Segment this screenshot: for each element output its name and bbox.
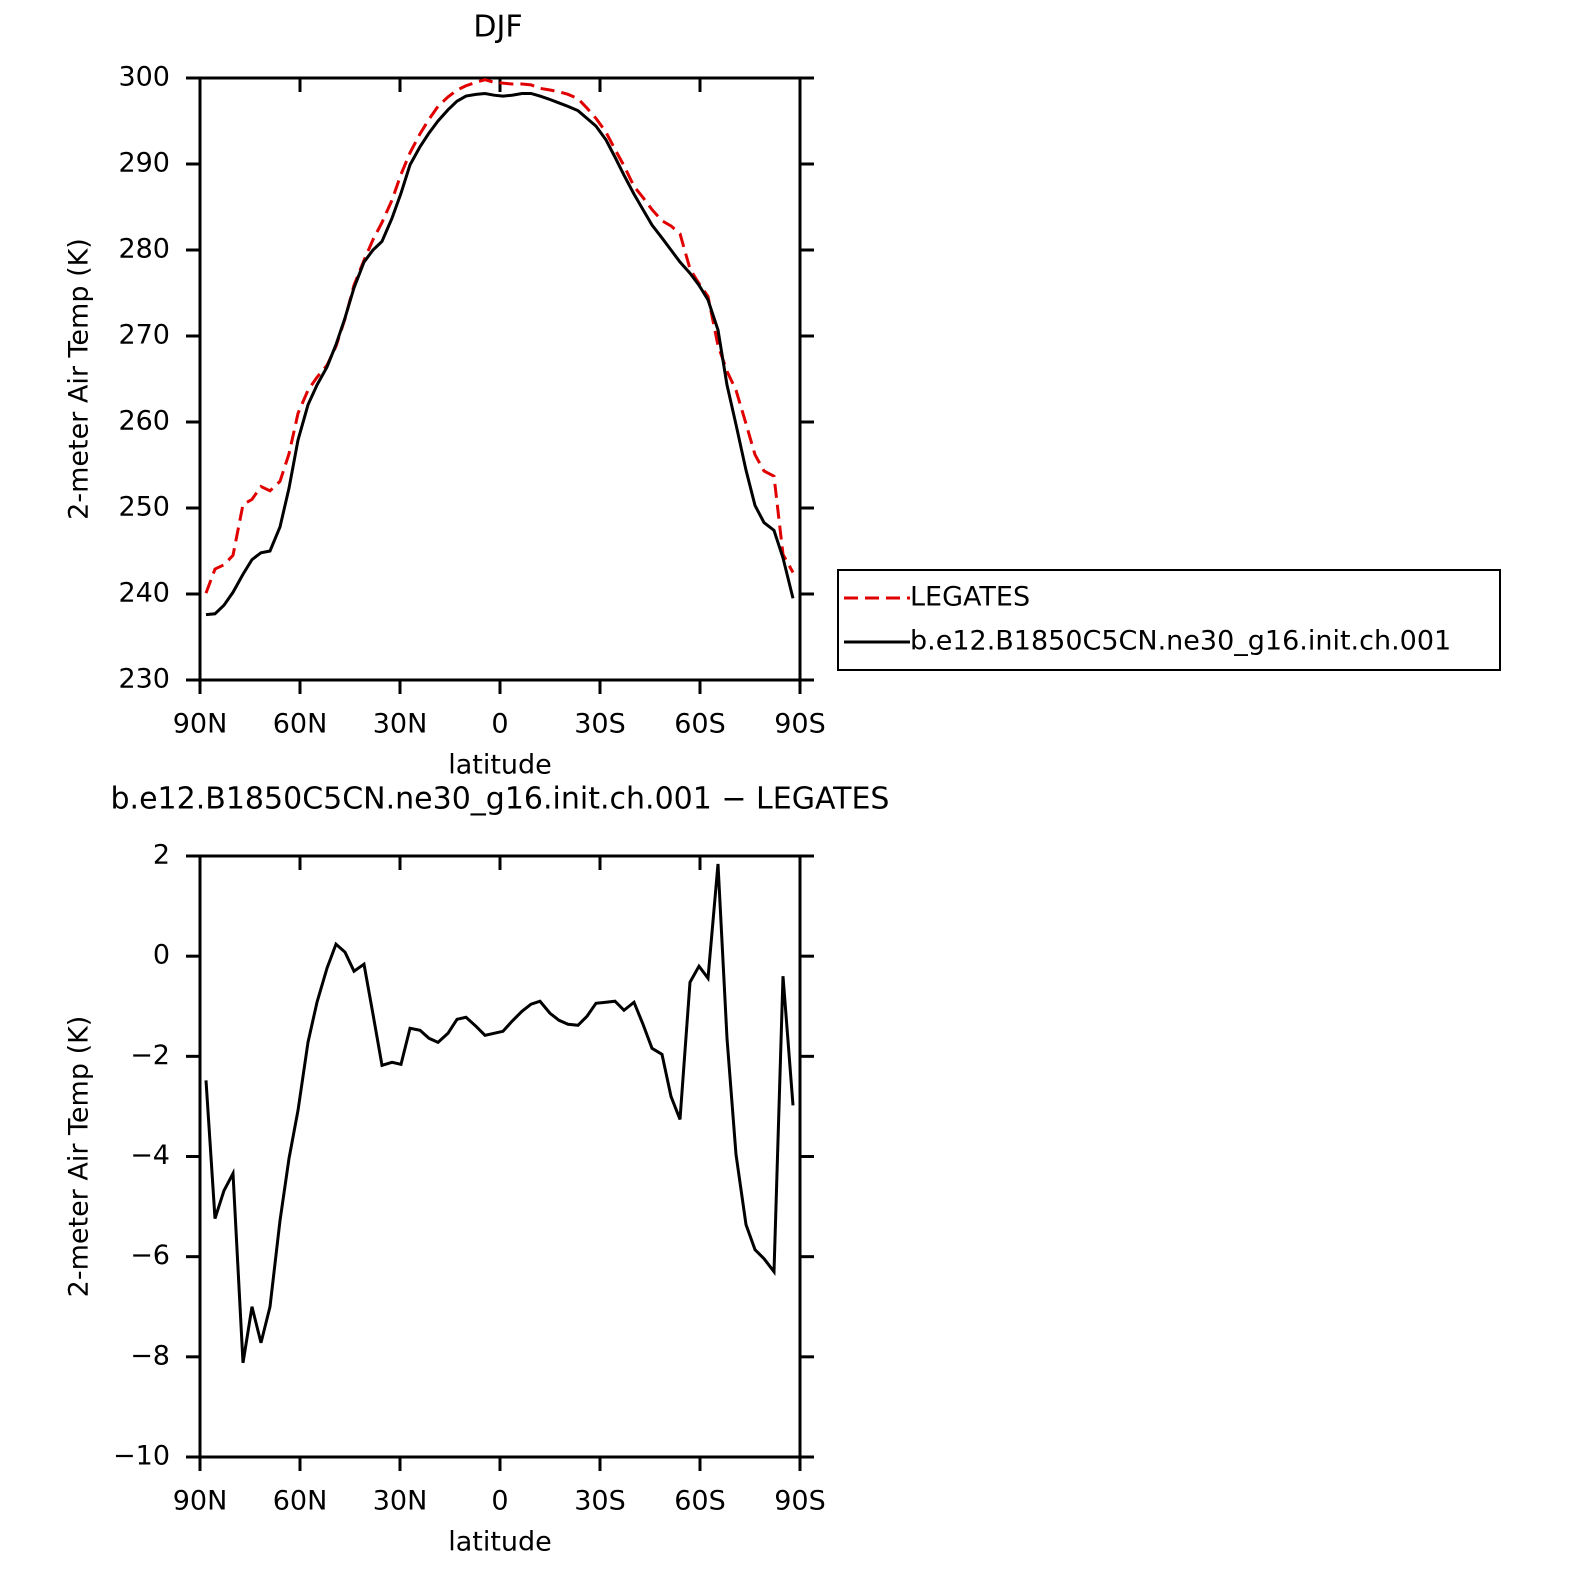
y-tick-label: 2 bbox=[153, 840, 170, 871]
y-tick-label: 270 bbox=[118, 320, 170, 351]
legend-box bbox=[837, 569, 1501, 671]
x-tick-label: 30S bbox=[574, 709, 626, 740]
y-tick-label: 250 bbox=[118, 492, 170, 523]
legend-label: b.e12.B1850C5CN.ne30_g16.init.ch.001 bbox=[910, 626, 1451, 657]
x-tick-label: 30N bbox=[373, 1486, 428, 1517]
data-line bbox=[204, 863, 795, 1364]
data-line bbox=[205, 91, 795, 617]
y-tick-label: −10 bbox=[113, 1441, 170, 1472]
x-tick-label: 30S bbox=[574, 1486, 626, 1517]
legend-label: LEGATES bbox=[910, 582, 1030, 613]
y-tick-label: −8 bbox=[130, 1340, 170, 1371]
y-tick-label: 300 bbox=[118, 62, 170, 93]
y-axis-label: 2-meter Air Temp (K) bbox=[64, 1016, 95, 1298]
y-tick-label: 260 bbox=[118, 406, 170, 437]
x-tick-label: 0 bbox=[491, 1486, 508, 1517]
x-tick-label: 90N bbox=[173, 1486, 228, 1517]
chart-title: DJF bbox=[473, 10, 522, 45]
data-line bbox=[204, 78, 795, 594]
y-tick-label: 0 bbox=[153, 940, 170, 971]
y-tick-label: 290 bbox=[118, 148, 170, 179]
plot-frame bbox=[198, 76, 802, 682]
x-tick-label: 60S bbox=[674, 1486, 726, 1517]
x-tick-label: 90S bbox=[774, 1486, 826, 1517]
x-tick-label: 60S bbox=[674, 709, 726, 740]
y-axis-label: 2-meter Air Temp (K) bbox=[64, 238, 95, 520]
x-tick-label: 90S bbox=[774, 709, 826, 740]
y-tick-label: 240 bbox=[118, 578, 170, 609]
y-tick-label: −4 bbox=[130, 1140, 170, 1171]
y-tick-label: 230 bbox=[118, 664, 170, 695]
x-axis-label: latitude bbox=[448, 1527, 552, 1558]
x-axis-label: latitude bbox=[448, 750, 552, 781]
y-tick-label: 280 bbox=[118, 234, 170, 265]
y-tick-label: −6 bbox=[130, 1240, 170, 1271]
x-tick-label: 60N bbox=[273, 709, 328, 740]
chart-title: b.e12.B1850C5CN.ne30_g16.init.ch.001 − L… bbox=[111, 782, 890, 817]
x-tick-label: 0 bbox=[491, 709, 508, 740]
x-tick-label: 90N bbox=[173, 709, 228, 740]
x-tick-label: 30N bbox=[373, 709, 428, 740]
y-tick-label: −2 bbox=[130, 1040, 170, 1071]
x-tick-label: 60N bbox=[273, 1486, 328, 1517]
